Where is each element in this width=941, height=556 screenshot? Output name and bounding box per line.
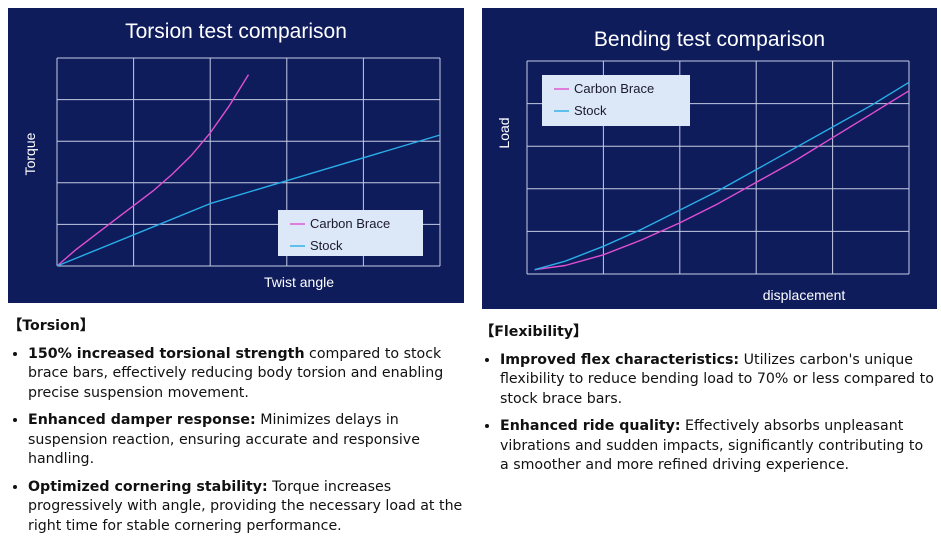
legend-label: Stock — [310, 238, 343, 253]
legend-box — [278, 210, 423, 256]
bending-chart-panel: Bending test comparison displacement Load C… — [482, 8, 937, 309]
torsion-chart: Torsion test comparison Twist angle Torque… — [22, 20, 441, 290]
item-text: Utilizes carbon's unique flexibility to … — [500, 351, 934, 407]
torsion-list: 150% increased torsional strength compar… — [8, 345, 468, 537]
legend-label: Carbon Brace — [574, 81, 654, 96]
legend-label: Carbon Brace — [310, 216, 390, 231]
torsion-section: 【Torsion】 150% increased torsional stren… — [8, 317, 468, 544]
item-title: 150% increased torsional strength — [28, 345, 305, 362]
item-text: compared to stock brace bars, effectivel… — [28, 345, 444, 401]
legend-label: Stock — [574, 103, 607, 118]
series-line-stock — [56, 134, 441, 267]
flexibility-list: Improved flex characteristics: Utilizes … — [480, 351, 936, 476]
list-item: 150% increased torsional strength compar… — [28, 345, 468, 404]
list-item: Improved flex characteristics: Utilizes … — [500, 351, 936, 410]
list-item: Enhanced ride quality: Effectively absor… — [500, 417, 936, 476]
legend-box — [542, 75, 690, 126]
series-line-stock — [534, 81, 910, 271]
item-title: Enhanced damper response: — [28, 412, 256, 428]
list-item: Enhanced damper response: Minimizes dela… — [28, 411, 468, 470]
x-axis-label: displacement — [763, 287, 846, 303]
item-title: Enhanced ride quality: — [500, 418, 681, 434]
item-text: Effectively absorbs unpleasant vibration… — [500, 418, 924, 473]
item-text: Torque increases progressively with angl… — [28, 478, 463, 534]
x-axis-label: Twist angle — [264, 274, 334, 290]
torsion-chart-panel: Torsion test comparison Twist angle Torque… — [8, 8, 464, 303]
series-line-carbon-brace — [56, 74, 250, 267]
item-text: Minimizes delays in suspension reaction,… — [28, 412, 420, 467]
chart-title: Bending test comparison — [594, 28, 825, 51]
bending-chart: Bending test comparison displacement Load C… — [496, 28, 910, 303]
torsion-heading: 【Torsion】 — [8, 318, 95, 334]
series-line-carbon-brace — [534, 90, 910, 271]
item-title: Improved flex characteristics: — [500, 351, 740, 368]
list-item: Optimized cornering stability: Torque in… — [28, 478, 468, 537]
y-axis-label: Torque — [22, 132, 38, 175]
flexibility-section: 【Flexibility】 Improved flex characterist… — [480, 323, 936, 484]
item-title: Optimized cornering stability: — [28, 478, 268, 495]
flexibility-heading: 【Flexibility】 — [480, 324, 588, 340]
chart-title: Torsion test comparison — [125, 20, 347, 43]
y-axis-label: Load — [496, 117, 512, 148]
